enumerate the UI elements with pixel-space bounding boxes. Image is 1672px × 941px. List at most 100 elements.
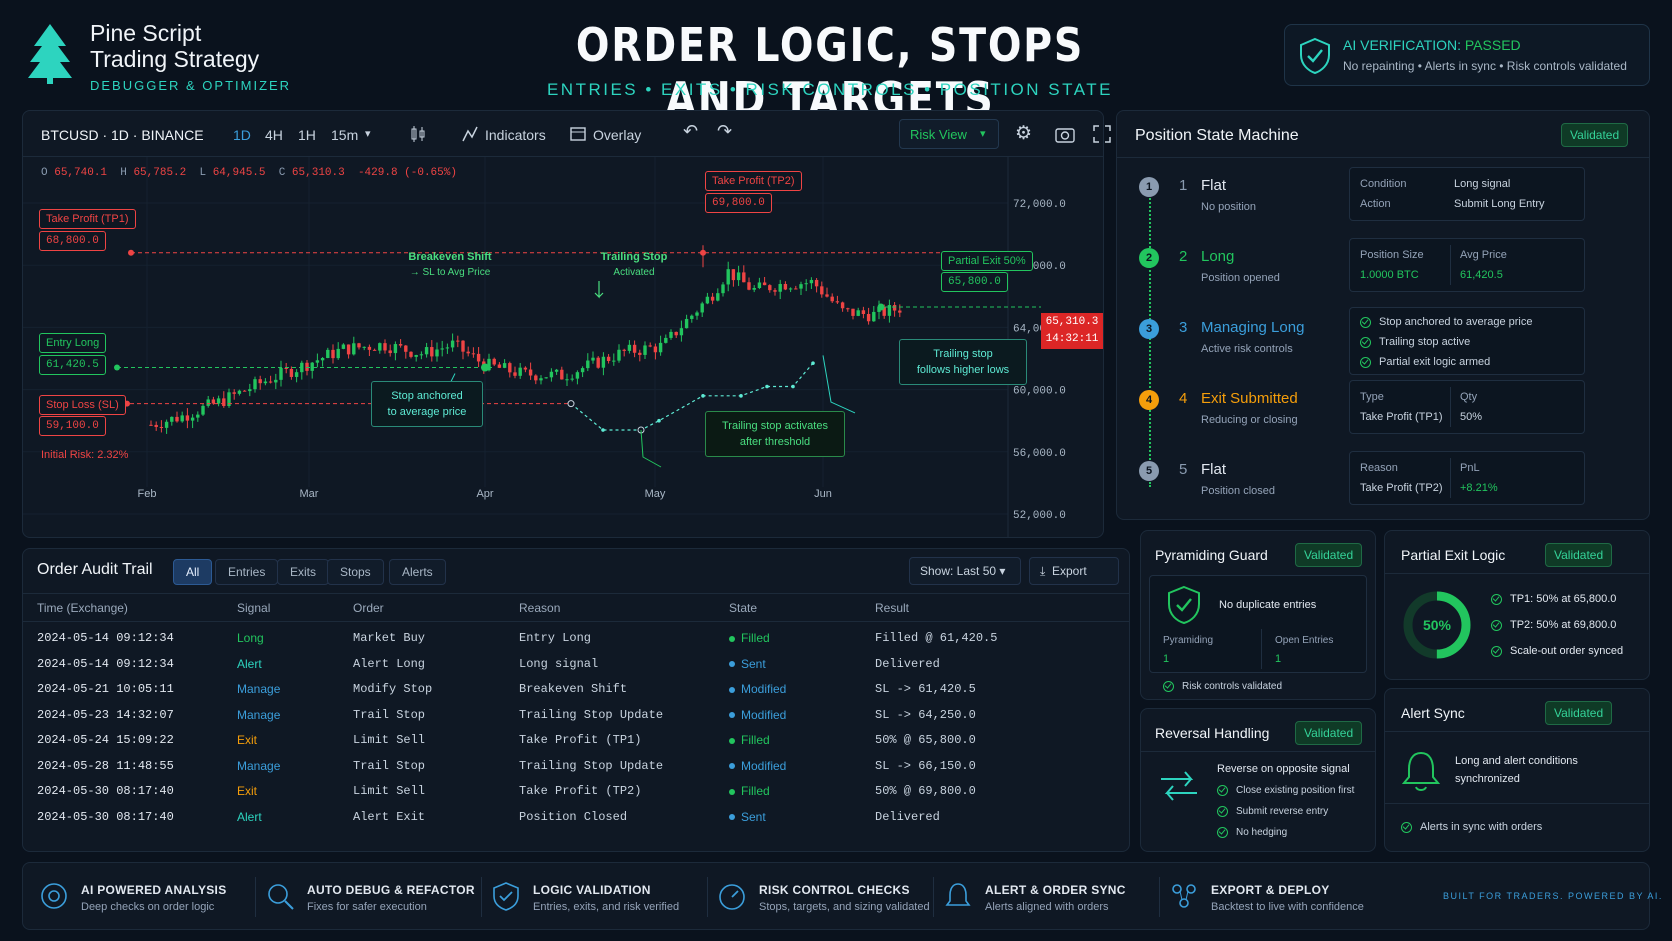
- reversal-item-2-text: Submit reverse entry: [1236, 806, 1329, 818]
- candle-body: [424, 347, 429, 355]
- settings-gear-icon[interactable]: ⚙: [1015, 123, 1033, 144]
- state-row-4[interactable]: 4 4 Exit Submitted Reducing or closing T…: [1117, 380, 1597, 444]
- price-tick-label: 72,000.0: [1013, 199, 1066, 211]
- candle-body: [164, 421, 169, 428]
- state-row-5[interactable]: 5 5 Flat Position closed Reason PnL Take…: [1117, 451, 1597, 515]
- candle-body: [716, 293, 720, 301]
- timeframe-chevron-down-icon[interactable]: ▾: [365, 128, 371, 140]
- alert-sync-panel: Alert Sync Validated Long and alert cond…: [1384, 688, 1650, 852]
- table-row[interactable]: 2024-05-14 09:12:34 Alert Alert Long Lon…: [23, 651, 1153, 677]
- table-row[interactable]: 2024-05-21 10:05:11 Manage Modify Stop B…: [23, 676, 1153, 702]
- verification-label: AI VERIFICATION:: [1343, 37, 1461, 53]
- overlay-icon[interactable]: [569, 125, 587, 143]
- cell-result: SL -> 61,420.5: [875, 682, 976, 696]
- tab-entries[interactable]: Entries: [215, 559, 279, 585]
- state-check-1: Stop anchored to average price: [1379, 316, 1533, 328]
- reversal-badge: Validated: [1295, 721, 1363, 745]
- candle-body: [830, 296, 834, 302]
- show-count-dropdown[interactable]: Show: Last 50 ▾: [909, 557, 1021, 585]
- camera-icon[interactable]: [1055, 125, 1075, 143]
- state-number: 3: [1179, 319, 1188, 336]
- candle-body: [372, 349, 377, 351]
- state-machine-badge: Validated: [1561, 123, 1629, 147]
- tab-stops[interactable]: Stops: [327, 559, 384, 585]
- candle-body: [383, 343, 387, 351]
- timeframe-4h[interactable]: 4H: [265, 127, 283, 143]
- fullscreen-icon[interactable]: [1093, 125, 1111, 143]
- trailing-arrow-icon: [594, 281, 604, 299]
- indicators-icon[interactable]: [461, 125, 479, 143]
- reversal-item-3-text: No hedging: [1236, 827, 1288, 839]
- brand-line-1: Pine Script: [90, 20, 202, 46]
- tab-exits[interactable]: Exits: [277, 559, 330, 585]
- redo-icon[interactable]: ↷: [717, 121, 733, 141]
- candle-body: [653, 346, 658, 353]
- symbol-label[interactable]: BTCUSD · 1D · BINANCE: [41, 127, 204, 143]
- state-detail: Position Size Avg Price 1.0000 BTC 61,42…: [1349, 238, 1585, 292]
- state-row-2[interactable]: 2 2 Long Position opened Position Size A…: [1117, 238, 1597, 302]
- candle-body: [695, 312, 699, 316]
- indicators-button[interactable]: Indicators: [485, 127, 546, 143]
- partial-exit-label: Partial Exit 50%: [941, 251, 1033, 271]
- cell-signal: Exit: [237, 733, 258, 747]
- candle-body: [710, 296, 715, 301]
- state-v1: PnL: [1460, 462, 1480, 474]
- trailing-stop-point: [739, 394, 743, 398]
- gauge-icon: [719, 884, 745, 910]
- breakeven-title: Breakeven Shift: [408, 251, 492, 263]
- table-row[interactable]: 2024-05-14 09:12:34 Long Market Buy Entr…: [23, 625, 1153, 651]
- partial-exit-donut: 50%: [1403, 591, 1471, 659]
- state-row-3[interactable]: 3 3 Managing Long Active risk controls S…: [1117, 307, 1597, 375]
- alert-sync-main-2: synchronized: [1455, 773, 1520, 785]
- candle-body: [679, 328, 684, 336]
- candle-body: [898, 310, 902, 313]
- table-row[interactable]: 2024-05-30 08:17:40 Exit Limit Sell Take…: [23, 778, 1153, 804]
- feature-title: EXPORT & DEPLOY: [1211, 883, 1330, 897]
- candle-body: [705, 296, 710, 304]
- cell-result: 50% @ 69,800.0: [875, 784, 976, 798]
- table-row[interactable]: 2024-05-23 14:32:07 Manage Trail Stop Tr…: [23, 702, 1153, 728]
- candle-body: [492, 358, 496, 365]
- cell-state-text: Filled: [741, 733, 770, 747]
- candle-body: [263, 381, 268, 384]
- candle-body: [528, 369, 533, 376]
- candle-type-icon[interactable]: [409, 125, 427, 143]
- state-checks: Stop anchored to average price Trailing …: [1349, 307, 1585, 375]
- candle-body: [466, 351, 470, 354]
- bar-countdown: 14:32:11: [1045, 333, 1099, 345]
- candle-body: [487, 358, 491, 371]
- overlay-button[interactable]: Overlay: [593, 127, 642, 143]
- table-row[interactable]: 2024-05-24 15:09:22 Exit Limit Sell Take…: [23, 727, 1153, 753]
- feature-item-2: AUTO DEBUG & REFACTOR Fixes for safer ex…: [265, 863, 491, 929]
- timeframe-1h[interactable]: 1H: [298, 127, 316, 143]
- candle-body: [284, 367, 288, 369]
- bell-icon: [945, 883, 971, 906]
- partial-item-3: Scale-out order synced: [1491, 645, 1623, 657]
- undo-icon[interactable]: ↶: [683, 121, 699, 141]
- check-circle-icon: [1163, 681, 1174, 692]
- state-row-1[interactable]: 1 1 Flat No position Condition Long sign…: [1117, 167, 1597, 231]
- state-check-2: Trailing stop active: [1379, 336, 1471, 348]
- candle-body: [237, 390, 242, 394]
- export-label: Export: [1051, 564, 1087, 578]
- tab-alerts[interactable]: Alerts: [389, 559, 446, 585]
- timeframe-15m[interactable]: 15m: [331, 127, 359, 143]
- timeframe-1d[interactable]: 1D: [233, 127, 251, 143]
- tab-all[interactable]: All: [173, 559, 213, 585]
- export-button[interactable]: ⤓ Export: [1029, 557, 1119, 585]
- table-row[interactable]: 2024-05-30 08:17:40 Alert Alert Exit Pos…: [23, 804, 1153, 830]
- pyramiding-v2: 1: [1275, 653, 1282, 665]
- state-step-icon: 5: [1139, 461, 1159, 481]
- reversal-item-1-text: Close existing position first: [1236, 785, 1355, 797]
- candle-body: [170, 416, 174, 422]
- table-row[interactable]: 2024-05-28 11:48:55 Manage Trail Stop Tr…: [23, 753, 1153, 779]
- candle-body: [544, 377, 548, 379]
- risk-view-dropdown[interactable]: Risk View ▾: [899, 119, 999, 149]
- chart-toolbar: BTCUSD · 1D · BINANCE 1D 4H 1H 15m ▾ Ind…: [23, 111, 1111, 157]
- cell-state-text: Sent: [741, 656, 766, 671]
- candle-body: [497, 364, 502, 368]
- candle-body: [565, 379, 569, 381]
- candle-body: [721, 284, 725, 294]
- cell-signal: Manage: [237, 707, 281, 722]
- cell-reason: Trailing Stop Update: [519, 758, 664, 773]
